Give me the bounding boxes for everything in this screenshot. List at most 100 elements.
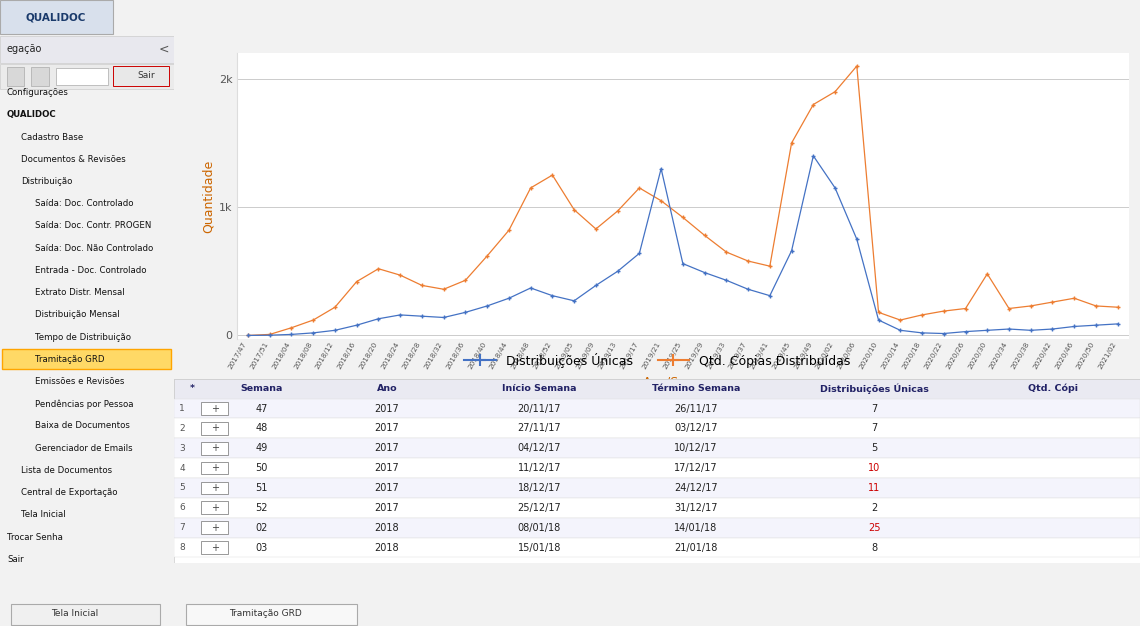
Text: 20/11/17: 20/11/17 (518, 404, 561, 414)
Text: +: + (211, 483, 219, 493)
Text: Central de Exportação: Central de Exportação (21, 488, 117, 497)
FancyBboxPatch shape (174, 498, 1140, 518)
Text: Pendências por Pessoa: Pendências por Pessoa (35, 399, 133, 409)
FancyBboxPatch shape (174, 518, 1140, 538)
Text: Lista de Documentos: Lista de Documentos (21, 466, 112, 475)
FancyBboxPatch shape (0, 0, 113, 34)
FancyBboxPatch shape (202, 402, 228, 415)
Text: Gerenciador de Emails: Gerenciador de Emails (35, 444, 132, 453)
Text: 31/12/17: 31/12/17 (674, 503, 717, 513)
Text: 7: 7 (871, 423, 878, 433)
Text: 25/12/17: 25/12/17 (518, 503, 561, 513)
Text: 51: 51 (255, 483, 268, 493)
Text: Sair: Sair (7, 555, 24, 564)
Text: Cadastro Base: Cadastro Base (21, 133, 83, 141)
Text: 4: 4 (179, 464, 185, 473)
Text: 2018: 2018 (375, 543, 399, 553)
FancyBboxPatch shape (56, 68, 108, 85)
Text: 08/01/18: 08/01/18 (518, 523, 561, 533)
Text: 2: 2 (179, 424, 185, 433)
Text: 2017: 2017 (374, 483, 399, 493)
Text: +: + (211, 404, 219, 414)
Text: 17/12/17: 17/12/17 (674, 463, 718, 473)
FancyBboxPatch shape (0, 36, 174, 63)
Text: +: + (211, 443, 219, 453)
Text: 8: 8 (871, 543, 878, 553)
FancyBboxPatch shape (0, 64, 174, 89)
Text: 1: 1 (179, 404, 185, 413)
Text: ♡: ♡ (459, 393, 470, 403)
FancyBboxPatch shape (245, 386, 308, 408)
FancyBboxPatch shape (2, 349, 171, 369)
FancyBboxPatch shape (202, 422, 228, 434)
Text: 2017: 2017 (374, 443, 399, 453)
Text: 21/01/18: 21/01/18 (674, 543, 717, 553)
Text: Documentos & Revisões: Documentos & Revisões (21, 155, 125, 164)
Text: 14/01/18: 14/01/18 (674, 523, 717, 533)
Text: Saída: Doc. Contr. PROGEN: Saída: Doc. Contr. PROGEN (35, 222, 152, 230)
Text: 7: 7 (871, 404, 878, 414)
Text: +: + (211, 463, 219, 473)
Text: 50: 50 (255, 463, 268, 473)
Text: 11/12/17: 11/12/17 (518, 463, 561, 473)
FancyBboxPatch shape (174, 399, 1140, 418)
FancyBboxPatch shape (174, 538, 1140, 557)
Text: Emissões e Revisões: Emissões e Revisões (35, 377, 124, 386)
Text: 18/12/17: 18/12/17 (518, 483, 561, 493)
Text: 5: 5 (179, 483, 185, 493)
Text: Tramitação GRD: Tramitação GRD (35, 355, 105, 364)
FancyBboxPatch shape (202, 521, 228, 534)
Text: Extrato Distr. Mensal: Extrato Distr. Mensal (35, 288, 124, 297)
Text: 02: 02 (255, 523, 268, 533)
Text: Qtd. Cópi: Qtd. Cópi (1028, 384, 1078, 393)
FancyBboxPatch shape (174, 379, 1140, 399)
Text: QUALIDOC: QUALIDOC (25, 13, 86, 23)
Text: 8: 8 (179, 543, 185, 552)
Text: 10/12/17: 10/12/17 (674, 443, 717, 453)
Text: Configurações: Configurações (7, 88, 68, 97)
Text: Trocar Senha: Trocar Senha (7, 533, 63, 541)
FancyBboxPatch shape (202, 442, 228, 454)
Text: 26/11/17: 26/11/17 (674, 404, 717, 414)
Text: Distribuições Únicas: Distribuições Únicas (820, 383, 929, 394)
FancyBboxPatch shape (174, 379, 1140, 418)
Text: QUALIDOC: QUALIDOC (7, 110, 57, 120)
FancyBboxPatch shape (174, 379, 1140, 563)
Text: egação: egação (7, 44, 42, 54)
Text: ↻: ↻ (487, 393, 496, 403)
Text: 15/01/18: 15/01/18 (518, 543, 561, 553)
Text: 48: 48 (255, 423, 268, 433)
Text: 2017: 2017 (374, 463, 399, 473)
FancyBboxPatch shape (32, 67, 49, 86)
Text: Distribuição Mensal: Distribuição Mensal (35, 310, 120, 319)
Text: +: + (211, 423, 219, 433)
Text: 03/12/17: 03/12/17 (674, 423, 717, 433)
FancyBboxPatch shape (202, 501, 228, 514)
Text: Semana: Semana (241, 384, 283, 393)
Text: 🔍: 🔍 (430, 393, 437, 403)
Text: Saída: Doc. Não Controlado: Saída: Doc. Não Controlado (35, 244, 153, 253)
Text: Distribuição: Distribuição (21, 177, 72, 186)
FancyBboxPatch shape (186, 604, 357, 625)
FancyBboxPatch shape (353, 386, 416, 408)
Text: Ano: Ano (376, 384, 397, 393)
Text: 49: 49 (255, 443, 268, 453)
Y-axis label: Quantidade: Quantidade (202, 160, 214, 233)
Text: Tela Inicial: Tela Inicial (51, 609, 99, 618)
Text: Entrada - Doc. Controlado: Entrada - Doc. Controlado (35, 266, 146, 275)
Text: Ano: Ano (317, 391, 337, 401)
Text: 10: 10 (869, 463, 880, 473)
Text: 5: 5 (871, 443, 878, 453)
Text: Sair: Sair (138, 71, 155, 80)
FancyBboxPatch shape (174, 418, 1140, 438)
FancyBboxPatch shape (11, 604, 160, 625)
Text: Saída: Doc. Controlado: Saída: Doc. Controlado (35, 199, 133, 208)
FancyBboxPatch shape (202, 462, 228, 475)
Text: 7: 7 (179, 523, 185, 532)
Legend: Distribuições Únicas, Qtd. Cópias Distribuídas: Distribuições Únicas, Qtd. Cópias Distri… (459, 348, 855, 373)
Text: <: < (158, 43, 169, 56)
Text: 2018: 2018 (375, 523, 399, 533)
Text: 47: 47 (255, 404, 268, 414)
Text: Baixa de Documentos: Baixa de Documentos (35, 421, 130, 431)
Text: 52: 52 (255, 503, 268, 513)
